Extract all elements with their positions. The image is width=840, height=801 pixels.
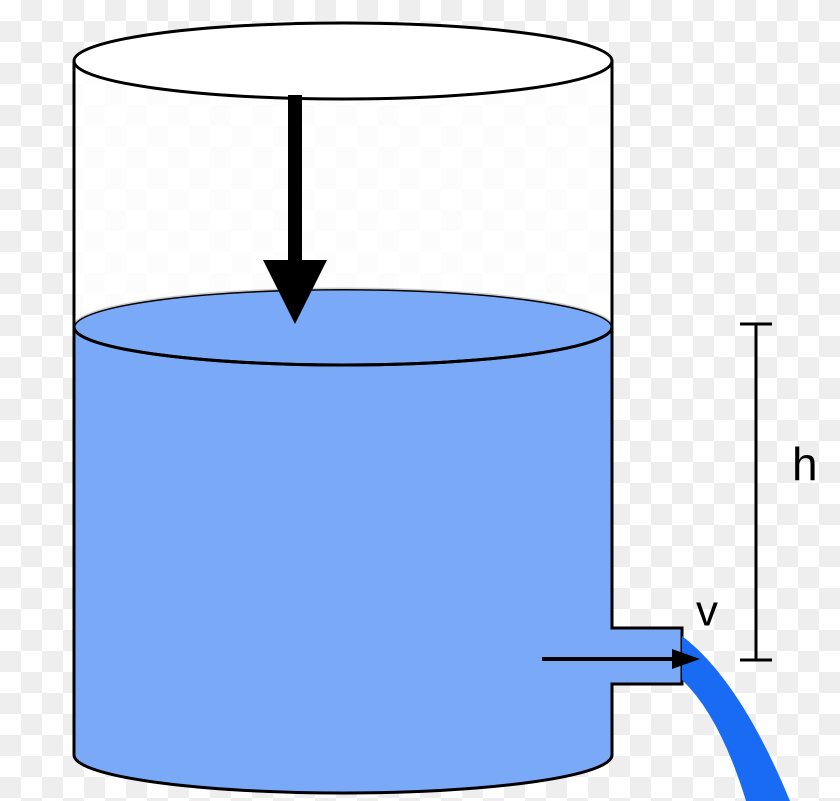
height-dimension: [740, 324, 772, 660]
label-h: h: [792, 438, 818, 490]
water-body: [74, 327, 682, 793]
label-v: v: [696, 587, 718, 636]
torricelli-diagram: h v: [0, 0, 840, 801]
cylinder-top-rim: [74, 23, 612, 99]
water-stream: [682, 636, 790, 801]
